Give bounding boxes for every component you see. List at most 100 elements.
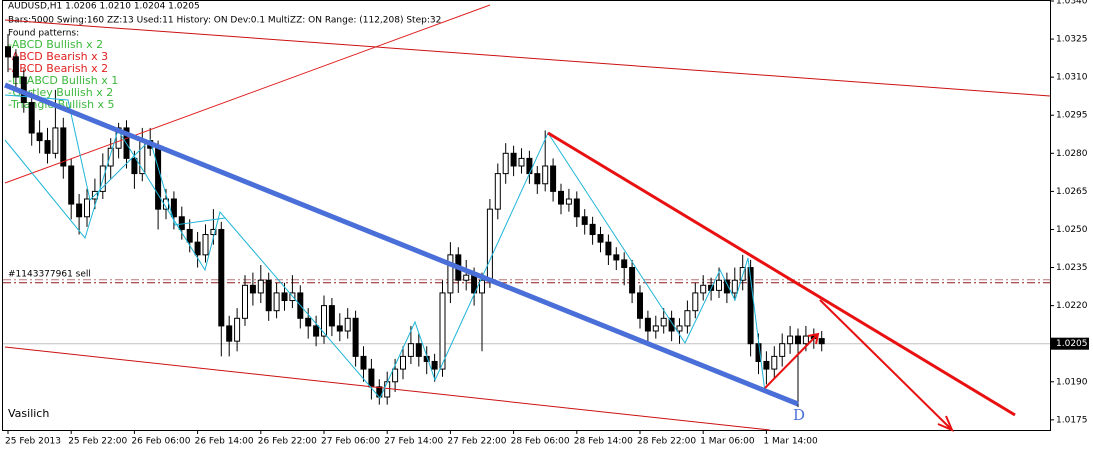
candle-body [802,335,809,345]
candle-body [131,157,138,175]
candle-body [194,241,201,256]
y-tick-label: 1.0340 [1056,0,1088,7]
candle-body [613,254,620,261]
x-tick-label: 26 Feb 06:00 [131,437,190,447]
pattern-entry: -ABCD Bearish x 2 [8,62,108,75]
candle-body [581,216,588,225]
last-price-label: 1.0205 [1056,339,1088,349]
candle-body [178,216,185,230]
order-label: #1143377961 sell [8,269,91,279]
x-tick-label: 28 Feb 06:00 [511,437,570,447]
point-label: D [793,406,805,424]
candle-body [660,317,667,327]
y-tick-label: 1.0175 [1056,415,1088,425]
plot-frame [2,0,1051,431]
candle-body [170,198,177,218]
candle-body [494,173,501,210]
x-tick-label: 25 Feb 22:00 [68,437,127,447]
candle-body [510,152,517,167]
candle-body [210,228,217,236]
candle-body [818,338,825,345]
candle-body [621,259,628,269]
candle-body [550,165,557,192]
candle-body [747,267,754,345]
candle-body [447,254,454,294]
drawings [4,4,1051,432]
candle-body [52,127,59,154]
candle-body [431,360,438,370]
candle-body [68,165,75,205]
candle-body [12,56,19,78]
candle-body [502,152,509,175]
channel-line [4,19,1051,97]
candle-body [226,325,233,342]
candle-body [534,173,541,185]
candle-body [321,305,327,337]
candle-body [637,292,643,319]
x-tick-label: 1 Mar 14:00 [763,437,818,447]
arrow-head [937,415,954,432]
candle-body [415,343,422,357]
y-tick-label: 1.0310 [1056,73,1088,83]
author: Vasilich [8,407,49,420]
candle-body [463,274,470,281]
candle-body [257,279,264,294]
candle-body [731,279,738,294]
channel-line [4,4,491,184]
pattern-entry: -LT ABCD Bullish x 1 [8,74,118,87]
candle-body [565,198,572,205]
x-tick-label: 27 Feb 14:00 [384,437,443,447]
y-tick-label: 1.0265 [1056,187,1088,197]
candle-body [407,343,414,357]
x-tick-label: 26 Feb 22:00 [258,437,317,447]
y-tick-label: 1.0295 [1056,111,1088,121]
candle-body [589,223,596,236]
candle-body [44,140,51,154]
candle-body [676,325,683,332]
candle-body [76,203,83,218]
candle-body [486,208,493,281]
candle-body [336,325,343,332]
trend-line [547,131,1016,417]
candle-body [692,292,699,312]
candle-body [155,147,162,210]
candle-body [84,198,90,218]
zigzag [4,128,766,399]
candle-body [392,368,399,383]
patterns-title: Found patterns: [8,29,79,39]
candle-body [787,335,794,345]
candle-body [779,343,786,357]
candle-body [281,292,288,302]
candle-body [186,228,193,243]
candle-body [305,317,312,327]
y-tick-label: 1.0325 [1056,35,1088,45]
candle-body [344,317,351,332]
candle-body [5,46,11,58]
candle-body [795,335,801,345]
x-tick-label: 28 Feb 22:00 [637,437,696,447]
y-tick-label: 1.0220 [1056,301,1088,311]
x-tick-label: 27 Feb 06:00 [321,437,380,447]
candle-body [723,279,730,294]
candle-body [652,325,659,332]
candle-body [115,127,122,149]
info-line: Bars:5000 Swing:160 ZZ:13 Used:11 Histor… [8,16,441,26]
last-price-box [1051,337,1089,350]
candle-body [218,228,225,327]
x-tick-label: 1 Mar 06:00 [700,437,755,447]
candle-body [368,368,375,388]
y-tick-label: 1.0235 [1056,263,1088,273]
candle-body [518,157,525,167]
arrow [819,299,953,431]
candle-body [644,317,651,332]
candle-body [771,355,778,370]
candle-body [384,381,391,398]
candle-body [716,279,722,291]
candle-body [400,355,406,370]
candle-body [684,310,691,327]
candle-body [328,305,335,327]
candle-body [107,147,114,167]
candle-body [597,234,604,243]
arrow [764,333,819,389]
